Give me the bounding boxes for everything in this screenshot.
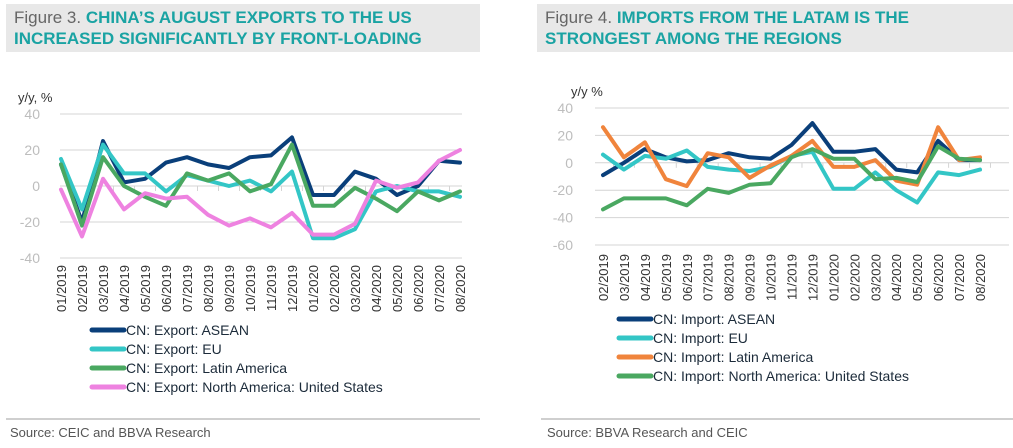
- x-tick-label: 05/2020: [910, 254, 925, 301]
- y-tick-label: 40: [24, 106, 40, 122]
- x-tick-label: 07/2020: [432, 265, 447, 312]
- x-tick-label: 12/2019: [285, 265, 300, 312]
- figure-4-title-line2: STRONGEST AMONG THE REGIONS: [545, 29, 842, 48]
- x-tick-label: 07/2020: [952, 254, 967, 301]
- legend-entry: CN: Import: ASEAN: [653, 311, 775, 327]
- x-tick-label: 11/2019: [264, 265, 279, 311]
- y-tick-label: 0: [32, 178, 40, 194]
- y-tick-label: -40: [553, 210, 573, 226]
- figure-4-label: Figure 4.: [545, 8, 613, 27]
- legend-entry: CN: Export: Latin America: [126, 360, 287, 376]
- x-tick-label: 02/2020: [327, 265, 342, 312]
- y-tick-label: -20: [20, 214, 40, 230]
- figure-4-header: Figure 4. IMPORTS FROM THE LATAM IS THE …: [537, 4, 1013, 52]
- series-line-1: [59, 135, 462, 224]
- figure-4-title-line1: IMPORTS FROM THE LATAM IS THE: [616, 8, 909, 27]
- legend-entry: CN: Import: Latin America: [653, 349, 813, 365]
- x-tick-label: 05/2019: [138, 265, 153, 312]
- source-divider: [6, 418, 480, 420]
- x-tick-label: 09/2019: [743, 254, 758, 301]
- series-line-3: [59, 142, 462, 228]
- x-tick-label: 09/2019: [222, 265, 237, 312]
- x-tick-label: 06/2020: [931, 254, 946, 301]
- x-tick-label: 02/2019: [75, 265, 90, 312]
- legend-entry: CN: Export: EU: [126, 341, 222, 357]
- x-tick-label: 01/2019: [54, 265, 69, 312]
- figure-3-title-line1: CHINA’S AUGUST EXPORTS TO THE US: [85, 8, 412, 27]
- y-axis-label: y/y %: [571, 84, 603, 99]
- series-line-4: [59, 148, 462, 239]
- y-tick-label: 20: [24, 142, 40, 158]
- x-tick-label: 08/2019: [722, 254, 737, 301]
- figure-3-source: Source: CEIC and BBVA Research: [10, 425, 211, 440]
- source-divider: [541, 418, 1013, 420]
- y-tick-label: 40: [557, 100, 573, 116]
- x-tick-label: 01/2020: [826, 254, 841, 301]
- figure-3-label: Figure 3.: [14, 8, 82, 27]
- x-tick-label: 08/2020: [973, 254, 988, 301]
- y-tick-label: -40: [20, 250, 40, 266]
- x-tick-label: 10/2019: [764, 254, 779, 301]
- y-tick-label: 20: [557, 127, 573, 143]
- x-tick-label: 04/2019: [117, 265, 132, 312]
- y-axis-label: y/y, %: [18, 90, 53, 105]
- x-tick-label: 07/2019: [701, 254, 716, 301]
- legend-entry: CN: Import: North America: United States: [653, 368, 909, 384]
- x-tick-label: 12/2019: [805, 254, 820, 301]
- y-tick-label: 0: [565, 155, 573, 171]
- figure-3-title-line2: INCREASED SIGNIFICANTLY BY FRONT-LOADING: [14, 29, 422, 48]
- figure-3-header: Figure 3. CHINA’S AUGUST EXPORTS TO THE …: [6, 4, 480, 52]
- x-tick-label: 03/2019: [96, 265, 111, 312]
- x-tick-label: 06/2019: [159, 265, 174, 312]
- x-tick-label: 03/2020: [348, 265, 363, 312]
- x-tick-label: 06/2019: [680, 254, 695, 301]
- figure-3-panel: Figure 3. CHINA’S AUGUST EXPORTS TO THE …: [0, 0, 480, 448]
- figure-4-source: Source: BBVA Research and CEIC: [547, 425, 748, 440]
- figure-3-chart: y/y, %40 20 0 -20 -40 01/2019 02/2019 03/2019 04…: [18, 90, 468, 395]
- x-tick-label: 01/2020: [306, 265, 321, 312]
- x-tick-label: 05/2019: [659, 254, 674, 301]
- x-tick-label: 08/2020: [453, 265, 468, 312]
- x-tick-label: 02/2020: [847, 254, 862, 301]
- y-tick-label: -20: [553, 182, 573, 198]
- legend-entry: CN: Export: ASEAN: [126, 322, 249, 338]
- y-tick-label: -60: [553, 237, 573, 253]
- x-tick-label: 03/2019: [617, 254, 632, 301]
- x-tick-label: 04/2020: [889, 254, 904, 301]
- legend-entry: CN: Import: EU: [653, 330, 748, 346]
- x-tick-label: 02/2019: [596, 254, 611, 301]
- figure-4-panel: Figure 4. IMPORTS FROM THE LATAM IS THE …: [537, 0, 1013, 448]
- x-tick-label: 07/2019: [180, 265, 195, 312]
- x-tick-label: 03/2020: [868, 254, 883, 301]
- x-tick-label: 11/2019: [785, 254, 800, 300]
- x-tick-label: 08/2019: [201, 265, 216, 312]
- x-tick-label: 10/2019: [243, 265, 258, 312]
- x-tick-label: 04/2020: [369, 265, 384, 312]
- figure-4-chart: y/y %40 20 0 -20 -40 -60 02/2019 03/2019 04/2019…: [553, 84, 1009, 384]
- x-tick-label: 04/2019: [638, 254, 653, 301]
- x-tick-label: 06/2020: [411, 265, 426, 312]
- legend-entry: CN: Export: North America: United States: [126, 379, 383, 395]
- x-tick-label: 05/2020: [390, 265, 405, 312]
